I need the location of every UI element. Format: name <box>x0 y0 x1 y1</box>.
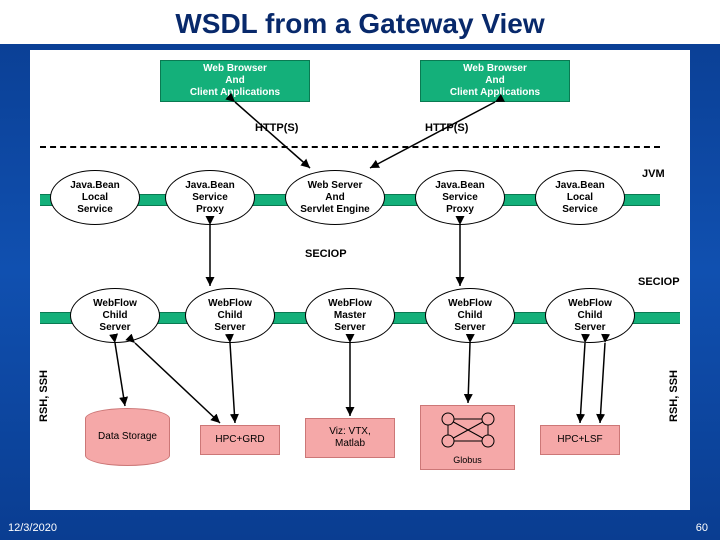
hpc-lsf-box: HPC+LSF <box>540 425 620 455</box>
tier3-oval-4: WebFlowChildServer <box>425 288 515 343</box>
tier3-oval-1: WebFlowChildServer <box>70 288 160 343</box>
globus-network-icon <box>433 409 503 451</box>
dashed-separator <box>40 146 660 148</box>
footer-date: 12/3/2020 <box>8 522 57 534</box>
seciop-r-label: SECIOP <box>638 276 680 288</box>
storage-cylinder: Data Storage <box>85 408 170 466</box>
globus-label: Globus <box>453 455 482 466</box>
tier2-oval-3: Web ServerAndServlet Engine <box>285 170 385 225</box>
tier2-oval-4: Java.BeanServiceProxy <box>415 170 505 225</box>
hpc-grd-box: HPC+GRD <box>200 425 280 455</box>
tier3-oval-5: WebFlowChildServer <box>545 288 635 343</box>
footer-page: 60 <box>696 522 708 534</box>
jvm-label: JVM <box>642 168 665 180</box>
tier3-oval-2: WebFlowChildServer <box>185 288 275 343</box>
rsh-left-label: RSH, SSH <box>38 370 50 422</box>
browser-box-1: Web BrowserAndClient Applications <box>160 60 310 102</box>
http-label-2: HTTP(S) <box>425 122 468 134</box>
rsh-right-label: RSH, SSH <box>668 370 680 422</box>
globus-box: Globus <box>420 405 515 470</box>
tier3-oval-3: WebFlowMasterServer <box>305 288 395 343</box>
viz-box: Viz: VTX,Matlab <box>305 418 395 458</box>
diagram-canvas: Web BrowserAndClient Applications Web Br… <box>30 50 690 510</box>
seciop-h-label: SECIOP <box>305 248 347 260</box>
tier2-oval-2: Java.BeanServiceProxy <box>165 170 255 225</box>
browser-box-2: Web BrowserAndClient Applications <box>420 60 570 102</box>
tier2-oval-5: Java.BeanLocalService <box>535 170 625 225</box>
tier2-oval-1: Java.BeanLocalService <box>50 170 140 225</box>
page-title: WSDL from a Gateway View <box>0 0 720 44</box>
http-label-1: HTTP(S) <box>255 122 298 134</box>
